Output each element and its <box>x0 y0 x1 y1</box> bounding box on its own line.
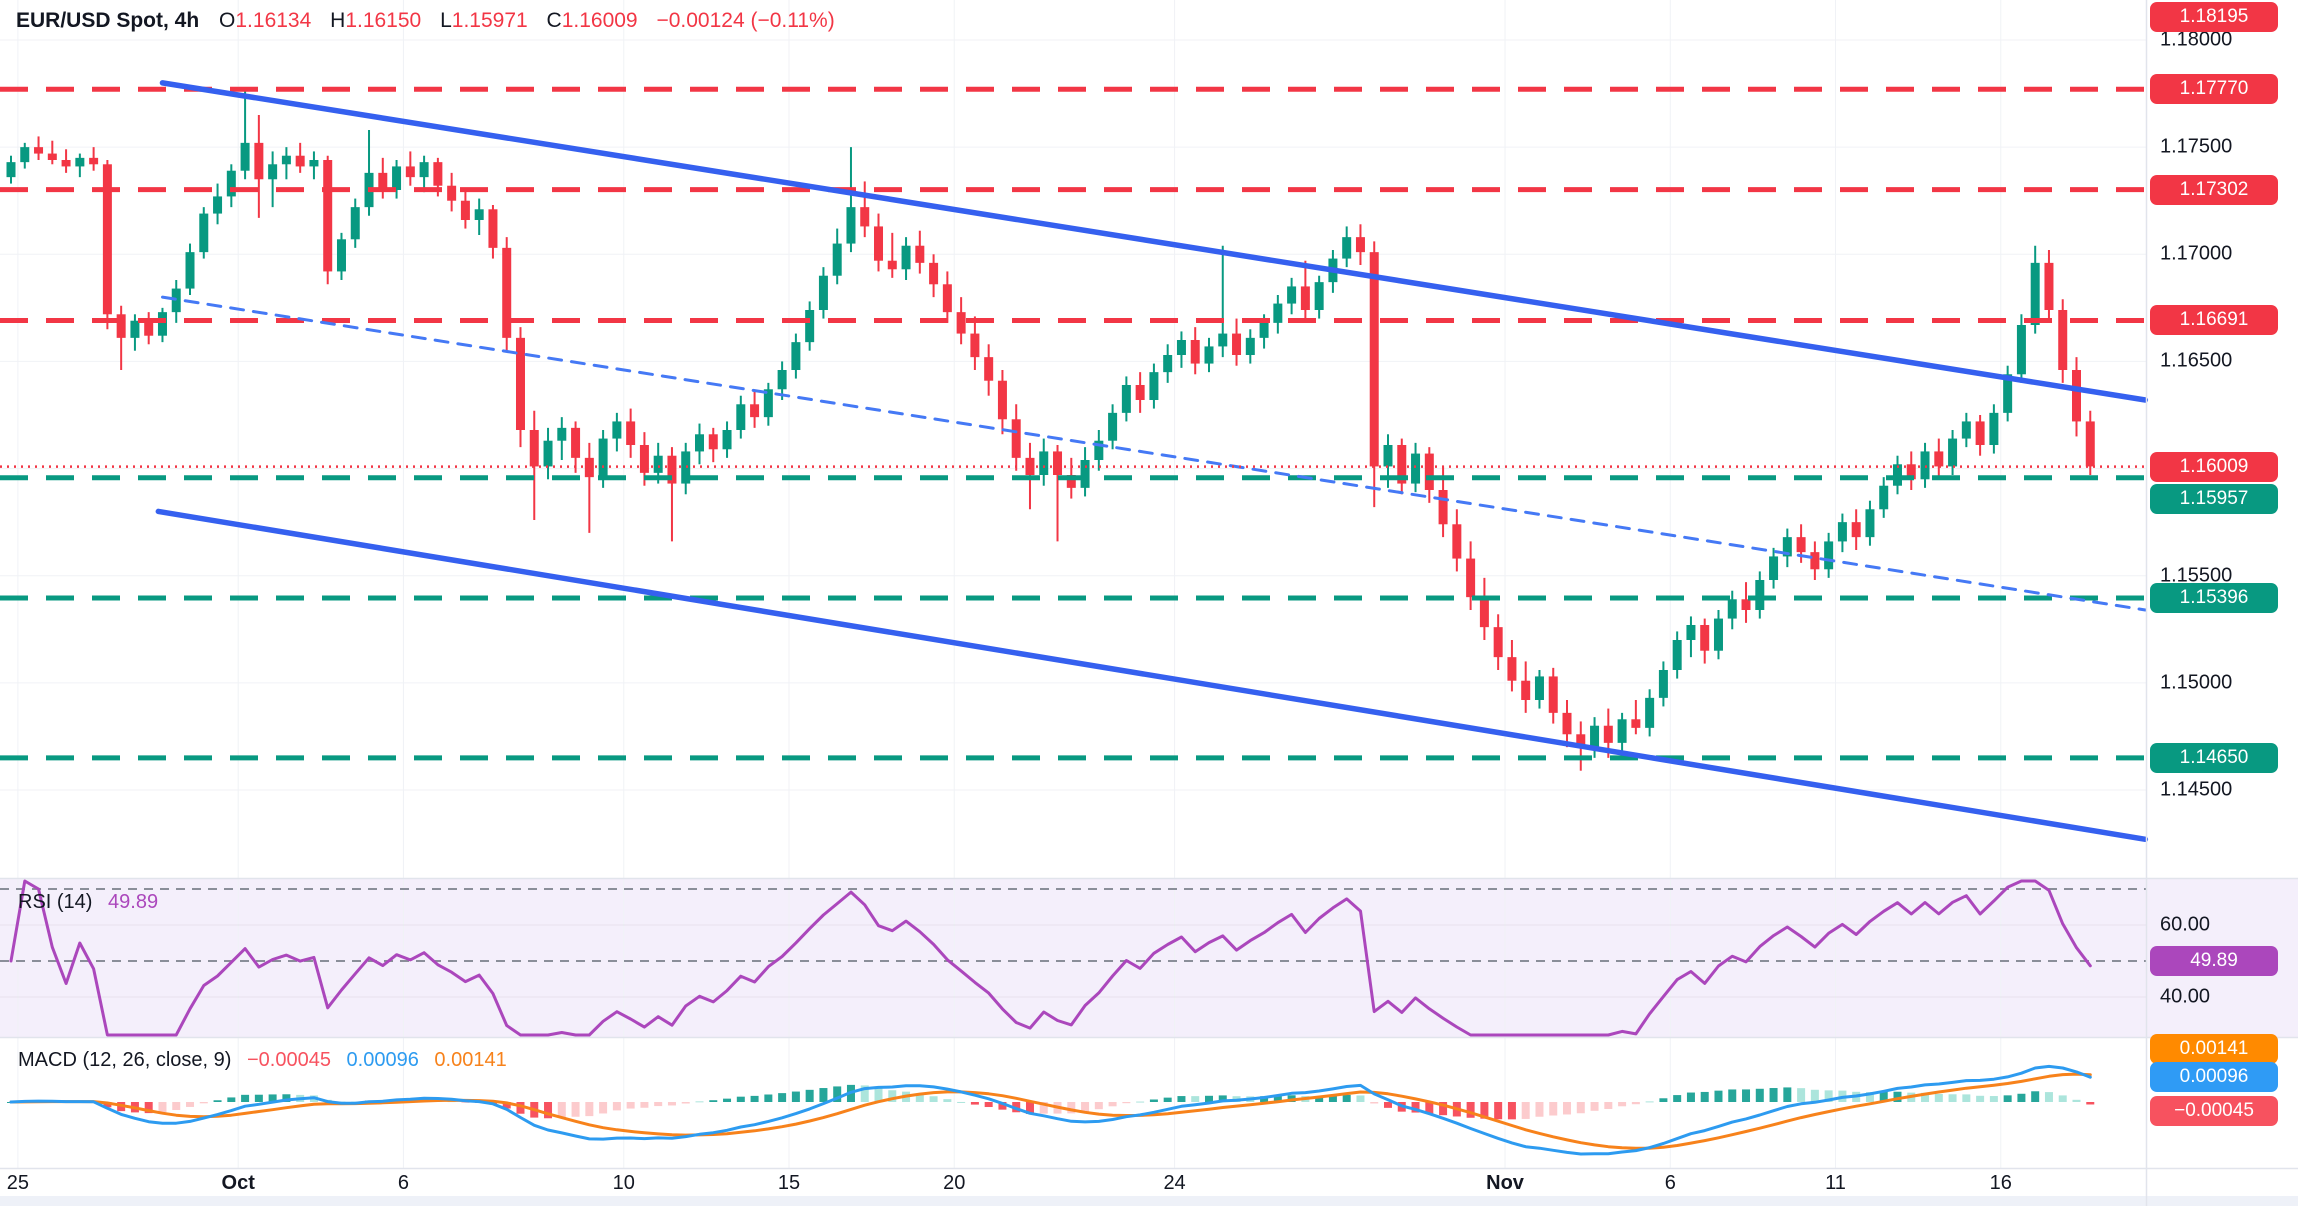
price-tick[interactable]: 1.15500 <box>2160 564 2233 587</box>
support-level-badge: 1.15396 <box>2150 582 2278 613</box>
macd-line-value: 0.00096 <box>346 1049 419 1071</box>
support-level-badge: 1.15957 <box>2150 483 2278 514</box>
ohlc-low: L1.15971 <box>440 9 528 32</box>
price-tick[interactable]: 1.18000 <box>2160 28 2233 51</box>
symbol-title: EUR/USD Spot, 4h <box>16 9 200 32</box>
rsi-label: RSI (14) <box>18 891 93 913</box>
ohlc-high: H1.16150 <box>330 9 422 32</box>
rsi-current-value: 49.89 <box>108 891 159 913</box>
price-tick[interactable]: 1.17500 <box>2160 135 2233 158</box>
rsi-legend[interactable]: RSI (14) 49.89 <box>18 891 158 914</box>
macd-line-badge: 0.00096 <box>2150 1062 2278 1092</box>
ohlc-close: C1.16009 <box>546 9 638 32</box>
macd-legend[interactable]: MACD (12, 26, close, 9) −0.00045 0.00096… <box>18 1049 507 1072</box>
resistance-level-badge: 1.17770 <box>2150 74 2278 105</box>
time-tick[interactable]: 25 <box>6 1172 29 1194</box>
macd-label: MACD (12, 26, close, 9) <box>18 1049 232 1071</box>
time-tick[interactable]: 15 <box>777 1172 801 1194</box>
time-tick[interactable]: 6 <box>1664 1172 1676 1194</box>
time-tick[interactable]: 16 <box>1989 1172 2012 1194</box>
rsi-tick[interactable]: 40.00 <box>2160 985 2211 1008</box>
rsi-value-badge: 49.89 <box>2150 946 2278 977</box>
last-price-badge: 1.16009 <box>2150 451 2278 482</box>
resistance-level-badge: 1.16691 <box>2150 305 2278 336</box>
time-tick[interactable]: 10 <box>612 1172 635 1194</box>
macd-hist-value: −0.00045 <box>246 1049 331 1071</box>
ohlc-open: O1.16134 <box>219 9 312 32</box>
time-tick-month[interactable]: Oct <box>221 1172 255 1194</box>
time-tick[interactable]: 20 <box>943 1172 966 1194</box>
price-tick[interactable]: 1.14500 <box>2160 778 2233 801</box>
macd-signal-badge: 0.00141 <box>2150 1034 2278 1064</box>
time-tick[interactable]: 6 <box>397 1172 409 1194</box>
macd-hist-badge: −0.00045 <box>2150 1096 2278 1126</box>
time-tick[interactable]: 11 <box>1825 1172 1846 1194</box>
time-tick[interactable]: 24 <box>1163 1172 1186 1194</box>
rsi-tick[interactable]: 60.00 <box>2160 913 2211 936</box>
resistance-level-badge: 1.18195 <box>2150 2 2278 32</box>
time-tick-month[interactable]: Nov <box>1486 1172 1524 1194</box>
support-level-badge: 1.14650 <box>2150 742 2278 773</box>
chart-legend[interactable]: EUR/USD Spot, 4h O1.16134 H1.16150 L1.15… <box>16 9 835 33</box>
macd-signal-value: 0.00141 <box>434 1049 507 1071</box>
price-tick[interactable]: 1.16500 <box>2160 349 2233 372</box>
price-tick[interactable]: 1.15000 <box>2160 671 2233 694</box>
price-tick[interactable]: 1.17000 <box>2160 242 2233 265</box>
resistance-level-badge: 1.17302 <box>2150 174 2278 205</box>
price-change: −0.00124 (−0.11%) <box>656 9 835 32</box>
